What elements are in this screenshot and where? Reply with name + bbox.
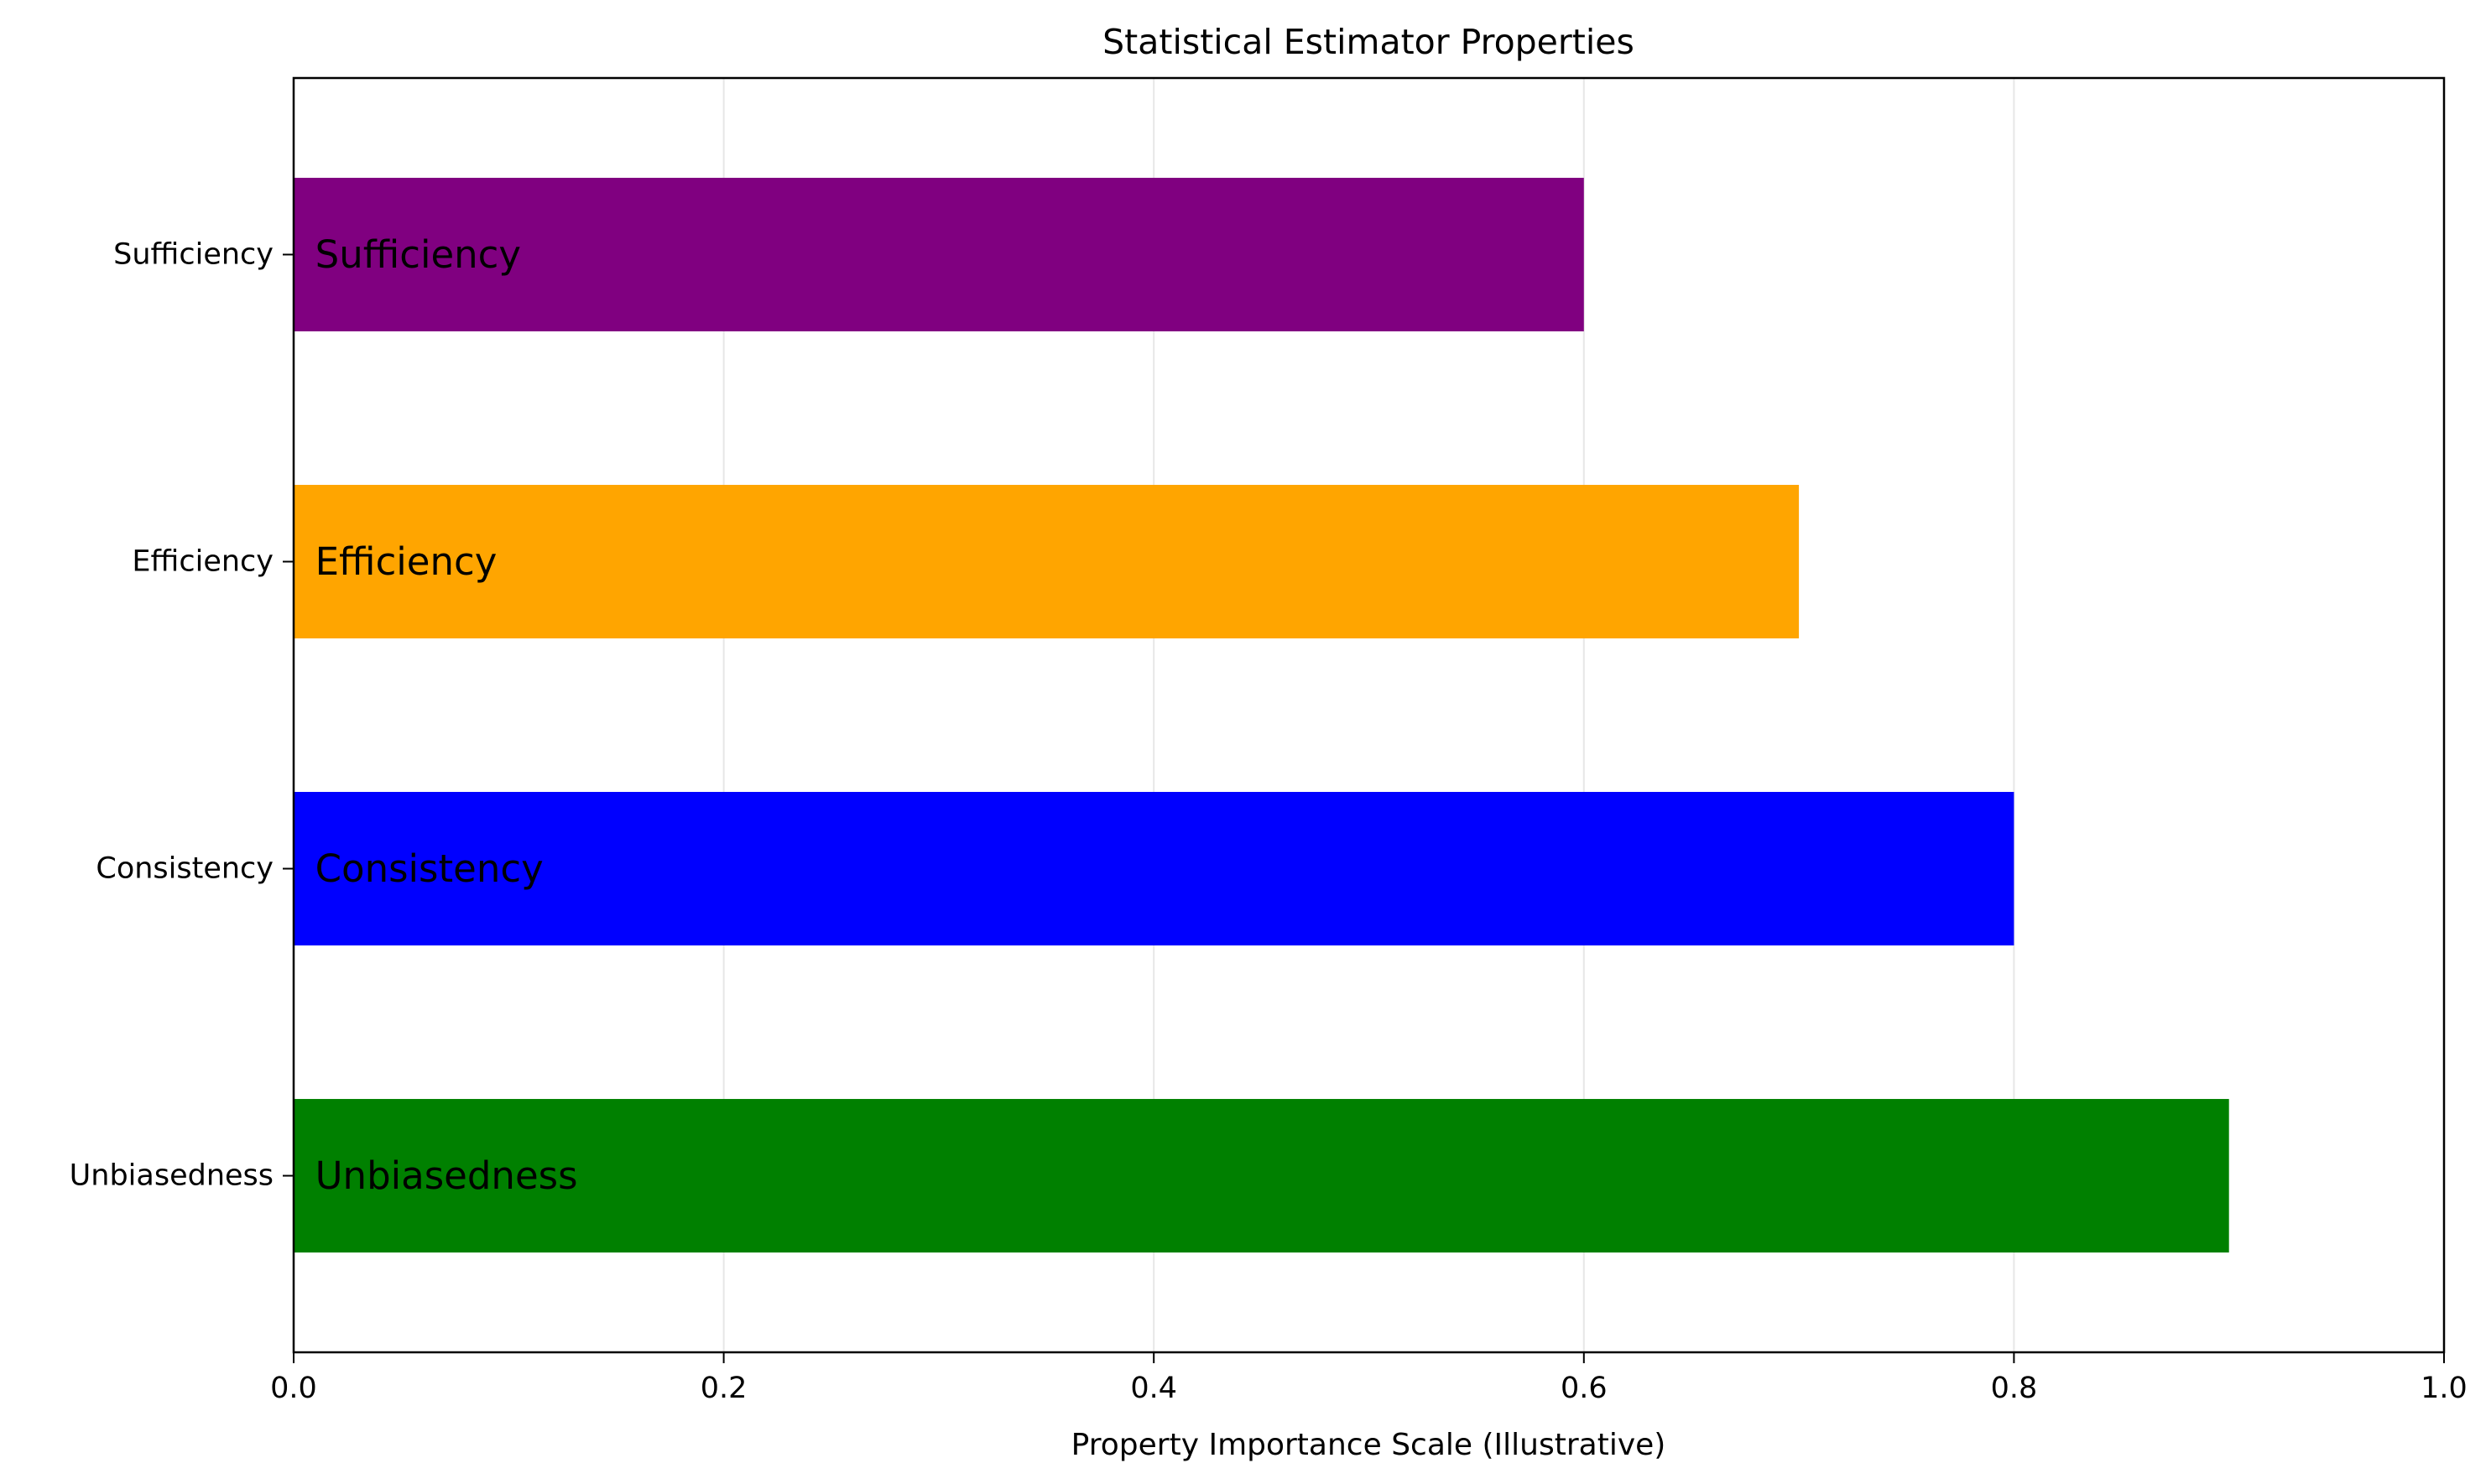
bar-unbiasedness (294, 1099, 2229, 1253)
x-tick-label: 0.8 (1991, 1372, 2038, 1405)
x-tick-label: 0.2 (701, 1372, 748, 1405)
bar-label: Efficiency (315, 539, 498, 584)
bar-layer (294, 177, 2229, 1253)
x-tick-label: 0.4 (1130, 1372, 1177, 1405)
y-tick-label: Consistency (96, 852, 274, 886)
x-tick-label: 0.6 (1561, 1372, 1608, 1405)
bar-consistency (294, 792, 2014, 946)
chart-title: Statistical Estimator Properties (1102, 22, 1634, 62)
bar-efficiency (294, 484, 1800, 638)
x-axis-label: Property Importance Scale (Illustrative) (1071, 1428, 1666, 1462)
y-tick-label: Sufficiency (113, 237, 274, 271)
y-tick-label: Efficiency (132, 544, 274, 578)
plot-frame (292, 76, 2446, 1354)
y-tick-label: Unbiasedness (70, 1159, 274, 1193)
bar-label: Unbiasedness (315, 1153, 578, 1198)
bar-label: Sufficiency (315, 232, 521, 277)
bar-label-layer: Unbiasedness Consistency Efficiency Suffici… (315, 232, 578, 1198)
bar-label: Consistency (315, 846, 544, 891)
x-axis: 0.0 0.2 0.4 0.6 0.8 1.0 (270, 1352, 2468, 1405)
x-tick-label: 1.0 (2421, 1372, 2468, 1405)
x-tick-label: 0.0 (270, 1372, 317, 1405)
bar-sufficiency (294, 177, 1584, 331)
y-axis: Unbiasedness Consistency Efficiency Suffici… (70, 237, 294, 1193)
